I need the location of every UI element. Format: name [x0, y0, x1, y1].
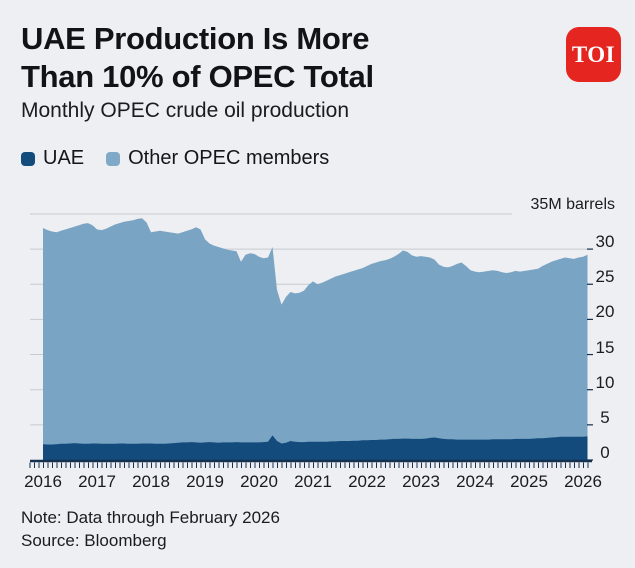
toi-logo-text: TOI [571, 41, 616, 67]
legend-item-uae: UAE [21, 147, 84, 170]
chart-footnotes: Note: Data through February 2026 Source:… [21, 506, 280, 552]
page-title: UAE Production Is More Than 10% of OPEC … [21, 20, 374, 96]
title-line-2: Than 10% of OPEC Total [21, 59, 374, 94]
legend-item-other-opec: Other OPEC members [106, 147, 329, 170]
area-uae [43, 435, 588, 460]
area-other-opec-members [43, 218, 588, 460]
x-axis-ticks [29, 462, 589, 468]
legend-label-other-opec: Other OPEC members [128, 147, 330, 169]
other-opec-swatch-icon [106, 151, 121, 166]
chart-subtitle: Monthly OPEC crude oil production [21, 99, 349, 122]
uae-swatch-icon [21, 151, 35, 166]
y-axis-ticks [587, 248, 593, 461]
chart-legend: UAE Other OPEC members [21, 147, 329, 170]
legend-label-uae: UAE [43, 147, 85, 169]
source-text: Source: Bloomberg [21, 531, 167, 550]
note-text: Note: Data through February 2026 [21, 508, 280, 527]
title-line-1: UAE Production Is More [21, 21, 370, 56]
toi-logo: TOI [566, 27, 621, 82]
